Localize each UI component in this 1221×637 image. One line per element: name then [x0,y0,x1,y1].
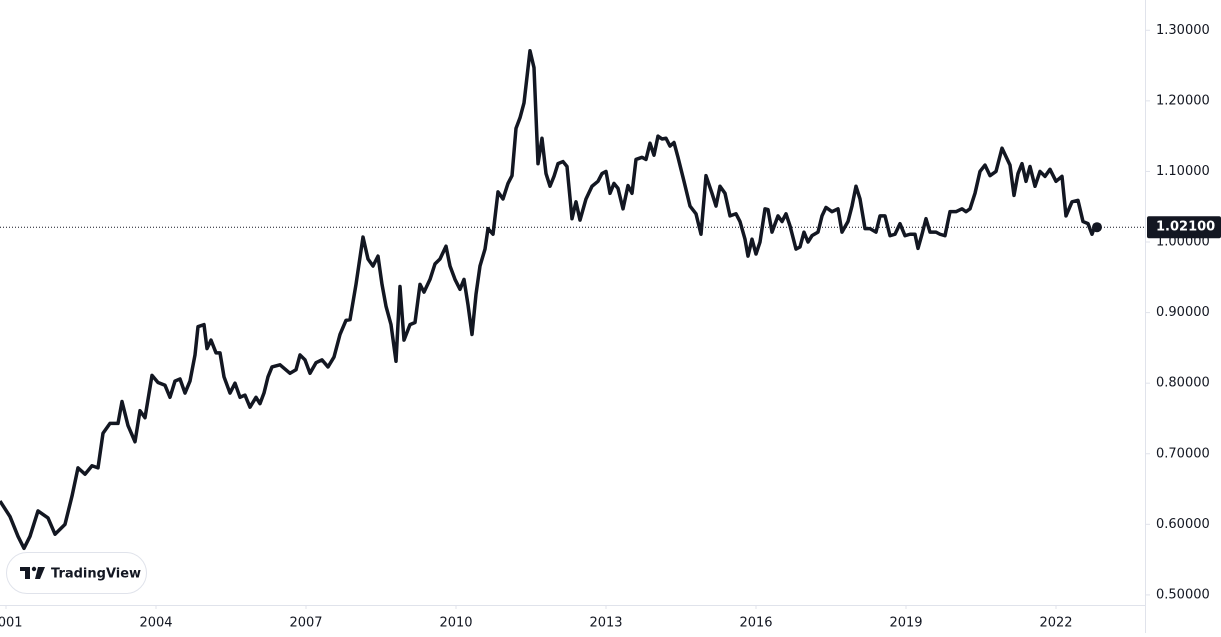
y-tick-label: 0.90000 [1156,305,1210,320]
plot-area [0,49,1145,551]
x-tick-label: 2004 [139,616,172,631]
y-tick-label: 1.10000 [1156,164,1210,179]
logo-icon [35,567,45,579]
logo-icon [31,566,37,572]
y-tick-label: 1.20000 [1156,93,1210,108]
y-tick-label: 0.60000 [1156,517,1210,532]
x-tick-label: 2016 [739,616,772,631]
x-tick-label: 2007 [289,616,322,631]
y-tick-label: 1.30000 [1156,23,1210,38]
last-price-box [1147,216,1221,239]
x-tick-label: 2010 [439,616,472,631]
y-tick-label: 0.80000 [1156,376,1210,391]
logo-text[interactable]: TradingView [51,567,141,582]
y-tick-label: 0.70000 [1156,446,1210,461]
y-tick-label: 1.00000 [1156,235,1210,250]
last-point [1092,222,1102,233]
axes: 0.50000 0.60000 0.70000 0.80000 0.90000 1.000… [0,23,1221,631]
last-price-label: 1.02100 [1156,220,1215,235]
x-tick-label: 2022 [1039,616,1072,631]
price-line [0,49,1099,551]
x-tick-label: 2019 [889,616,922,631]
x-tick-label: 2013 [589,616,622,631]
logo-icon [20,567,30,579]
logo-pill[interactable] [6,552,147,594]
y-tick-label: 0.50000 [1156,587,1210,602]
x-tick-label: 2001 [0,616,23,631]
watermark[interactable]: TradingView [6,552,147,594]
